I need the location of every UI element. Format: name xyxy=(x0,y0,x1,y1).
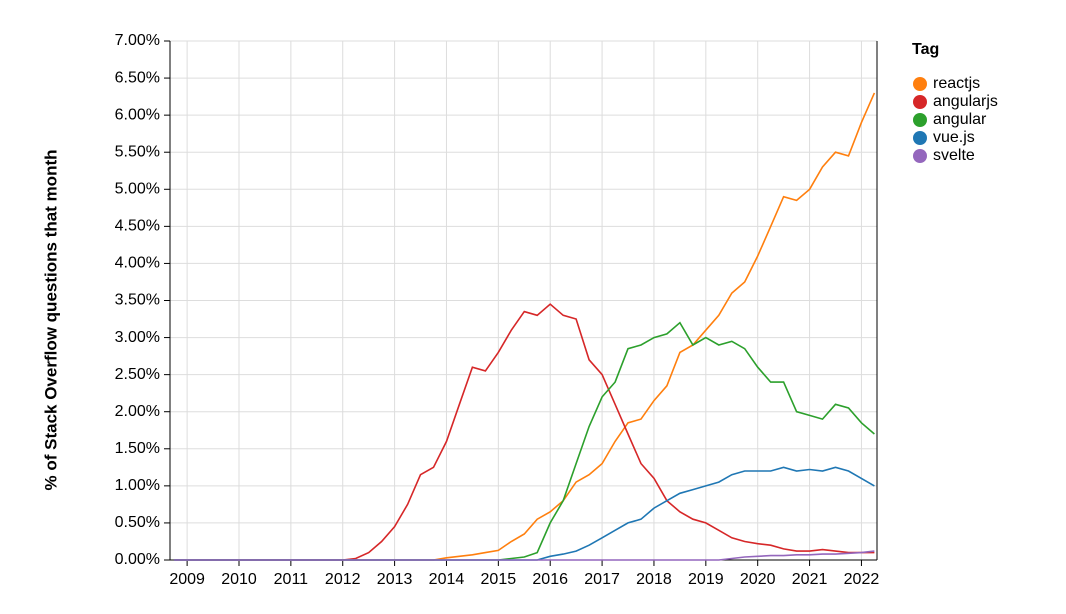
y-tick-label: 3.00% xyxy=(115,329,160,346)
legend-swatch xyxy=(913,131,927,145)
series-line xyxy=(174,92,876,561)
legend-swatch xyxy=(913,149,927,163)
legend-swatch xyxy=(913,95,927,109)
y-tick-label: 0.00% xyxy=(115,551,160,568)
series-line xyxy=(174,321,875,561)
legend-label: reactjs xyxy=(933,75,980,92)
legend-label: vue.js xyxy=(933,129,975,146)
legend-swatch xyxy=(913,113,927,127)
y-tick-label: 7.00% xyxy=(115,32,160,49)
x-tick-label: 2022 xyxy=(844,571,880,588)
y-tick-label: 4.50% xyxy=(115,218,160,235)
legend-label: angularjs xyxy=(933,93,998,110)
legend-label: svelte xyxy=(933,147,975,164)
x-tick-label: 2021 xyxy=(792,571,828,588)
x-tick-label: 2020 xyxy=(740,571,776,588)
y-tick-label: 5.00% xyxy=(115,181,160,198)
legend-label: angular xyxy=(933,111,987,128)
y-tick-label: 6.00% xyxy=(115,106,160,123)
y-tick-label: 2.50% xyxy=(115,366,160,383)
x-tick-label: 2015 xyxy=(481,571,517,588)
x-tick-label: 2012 xyxy=(325,571,361,588)
series-line xyxy=(174,303,875,561)
x-tick-label: 2009 xyxy=(169,571,205,588)
x-tick-label: 2018 xyxy=(636,571,672,588)
x-tick-label: 2016 xyxy=(532,571,568,588)
y-tick-label: 5.50% xyxy=(115,143,160,160)
x-tick-label: 2017 xyxy=(584,571,620,588)
x-tick-label: 2013 xyxy=(377,571,413,588)
series-line xyxy=(174,466,875,561)
y-tick-label: 0.50% xyxy=(115,514,160,531)
y-tick-label: 1.00% xyxy=(115,477,160,494)
legend-swatch xyxy=(913,77,927,91)
y-tick-label: 6.50% xyxy=(115,69,160,86)
x-tick-label: 2019 xyxy=(688,571,724,588)
x-tick-label: 2011 xyxy=(274,571,309,588)
x-tick-label: 2010 xyxy=(221,571,257,588)
y-tick-label: 2.00% xyxy=(115,403,160,420)
series-line xyxy=(174,550,875,561)
y-tick-label: 4.00% xyxy=(115,255,160,272)
y-tick-label: 3.50% xyxy=(115,292,160,309)
legend-title: Tag xyxy=(912,41,939,58)
x-tick-label: 2014 xyxy=(429,571,465,588)
y-tick-label: 1.50% xyxy=(115,440,160,457)
y-axis-label: % of Stack Overflow questions that month xyxy=(41,150,60,491)
